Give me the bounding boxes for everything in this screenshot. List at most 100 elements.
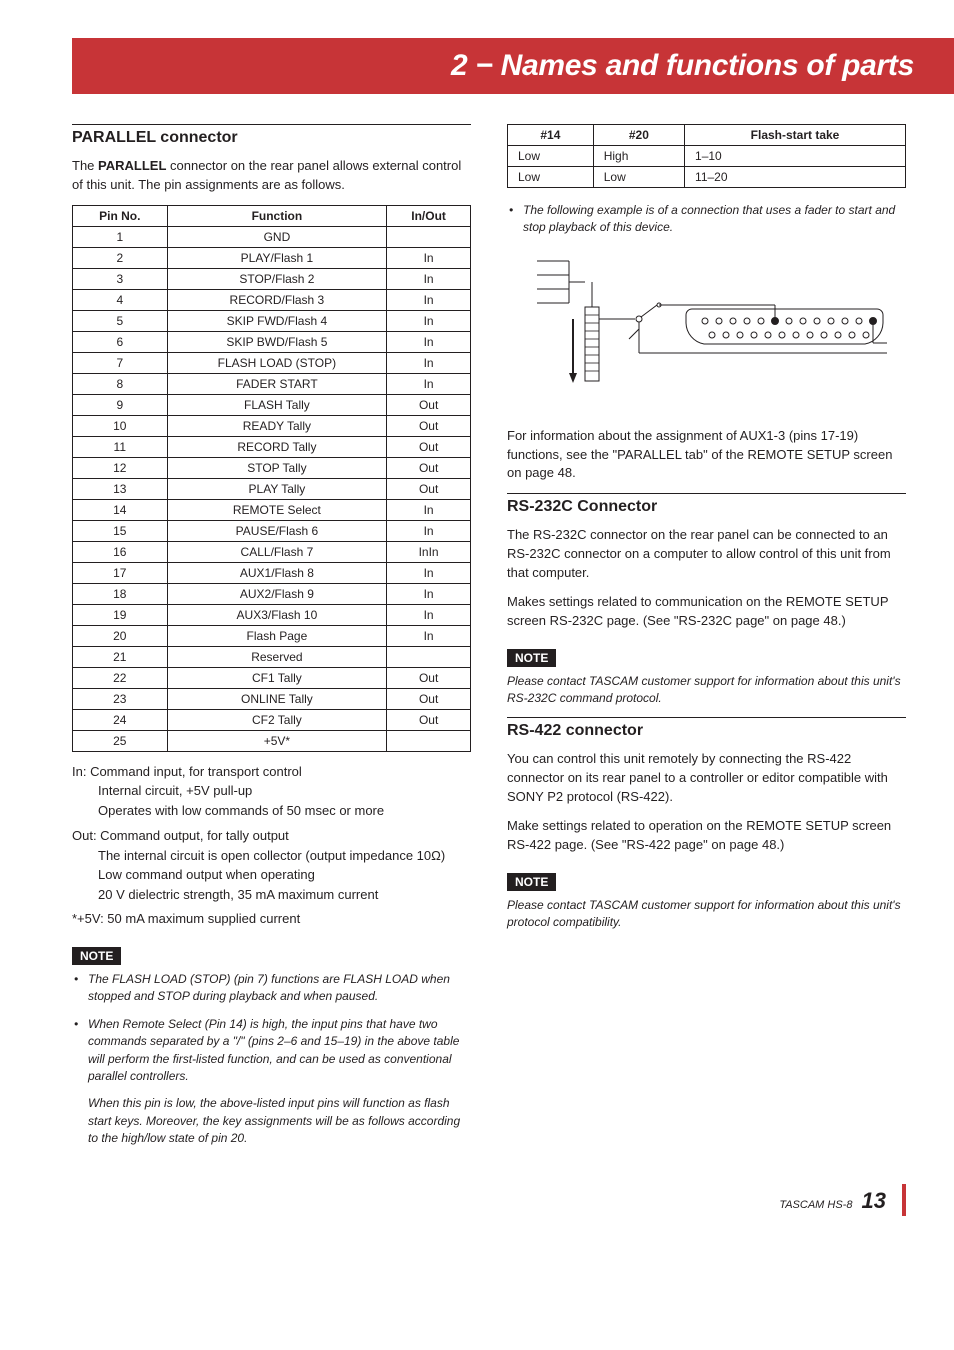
table-cell: 5 [73, 310, 168, 331]
table-cell: CF1 Tally [167, 667, 387, 688]
section-header: RS-232C Connector [507, 493, 906, 516]
table-row: 16CALL/Flash 7InIn [73, 541, 471, 562]
table-cell: In [387, 289, 471, 310]
def-in-line: Internal circuit, +5V pull-up [72, 781, 471, 801]
table-header-row: Pin No.FunctionIn/Out [73, 205, 471, 226]
paragraph: Make settings related to operation on th… [507, 817, 906, 855]
table-cell: In [387, 331, 471, 352]
page: 2 − Names and functions of parts PARALLE… [0, 38, 954, 1244]
table-cell: 24 [73, 709, 168, 730]
table-cell: 1 [73, 226, 168, 247]
def-star: *+5V: 50 mA maximum supplied current [72, 910, 471, 929]
table-cell: In [387, 520, 471, 541]
table-row: 25+5V* [73, 730, 471, 751]
table-cell: 14 [73, 499, 168, 520]
section-title: RS-422 connector [507, 722, 906, 740]
table-cell: 15 [73, 520, 168, 541]
table-cell: Out [387, 478, 471, 499]
definitions: In: Command input, for transport control… [72, 762, 471, 821]
table-cell: Out [387, 457, 471, 478]
table-cell: In [387, 310, 471, 331]
table-cell: FLASH Tally [167, 394, 387, 415]
table-cell: PLAY Tally [167, 478, 387, 499]
table-cell: Out [387, 709, 471, 730]
table-row: 6SKIP BWD/Flash 5In [73, 331, 471, 352]
left-column: PARALLEL connector The PARALLEL connecto… [72, 124, 471, 1158]
table-cell: Reserved [167, 646, 387, 667]
table-cell: In [387, 352, 471, 373]
def-out-line: The internal circuit is open collector (… [72, 846, 471, 866]
note-item: When Remote Select (Pin 14) is high, the… [72, 1016, 471, 1086]
table-header-cell: Flash-start take [685, 125, 906, 146]
table-row: 14REMOTE SelectIn [73, 499, 471, 520]
page-footer: TASCAM HS-8 13 [0, 1188, 954, 1214]
table-cell: AUX2/Flash 9 [167, 583, 387, 604]
paragraph: You can control this unit remotely by co… [507, 750, 906, 807]
table-cell: Flash Page [167, 625, 387, 646]
table-cell: 20 [73, 625, 168, 646]
table-cell: FLASH LOAD (STOP) [167, 352, 387, 373]
table-row: 19AUX3/Flash 10In [73, 604, 471, 625]
table-cell: 6 [73, 331, 168, 352]
table-cell: 10 [73, 415, 168, 436]
table-cell: Out [387, 415, 471, 436]
table-cell: In [387, 604, 471, 625]
table-cell: 9 [73, 394, 168, 415]
section-title: PARALLEL connector [72, 129, 471, 147]
table-cell: In [387, 373, 471, 394]
table-cell: In [387, 268, 471, 289]
table-row: 2PLAY/Flash 1In [73, 247, 471, 268]
note-label: NOTE [72, 947, 121, 965]
table-row: LowHigh1–10 [508, 146, 906, 167]
table-cell: REMOTE Select [167, 499, 387, 520]
table-cell: In [387, 562, 471, 583]
note-paragraph: Please contact TASCAM customer support f… [507, 673, 906, 708]
pin-table: Pin No.FunctionIn/Out 1GND2PLAY/Flash 1I… [72, 205, 471, 752]
table-cell: 23 [73, 688, 168, 709]
table-cell: 3 [73, 268, 168, 289]
section-header: RS-422 connector [507, 717, 906, 740]
fader-diagram [527, 249, 887, 399]
table-header-row: #14#20Flash-start take [508, 125, 906, 146]
table-cell: CALL/Flash 7 [167, 541, 387, 562]
table-cell: 18 [73, 583, 168, 604]
table-header-cell: #20 [593, 125, 684, 146]
table-cell: Out [387, 436, 471, 457]
section-title: RS-232C Connector [507, 498, 906, 516]
table-cell: 21 [73, 646, 168, 667]
def-out: Out: Command output, for tally output [72, 826, 471, 846]
intro-paragraph: The PARALLEL connector on the rear panel… [72, 157, 471, 195]
table-cell [387, 226, 471, 247]
note-label: NOTE [507, 649, 556, 667]
table-cell: Low [508, 167, 594, 188]
table-header-cell: #14 [508, 125, 594, 146]
table-row: 8FADER STARTIn [73, 373, 471, 394]
definitions: Out: Command output, for tally output Th… [72, 826, 471, 904]
paragraph: The RS-232C connector on the rear panel … [507, 526, 906, 583]
table-cell: +5V* [167, 730, 387, 751]
right-column: #14#20Flash-start take LowHigh1–10LowLow… [507, 124, 906, 1158]
table-row: LowLow11–20 [508, 167, 906, 188]
table-row: 11RECORD TallyOut [73, 436, 471, 457]
table-row: 4RECORD/Flash 3In [73, 289, 471, 310]
table-cell: In [387, 499, 471, 520]
table-cell [387, 646, 471, 667]
table-cell: RECORD Tally [167, 436, 387, 457]
table-cell: Low [593, 167, 684, 188]
table-cell: 12 [73, 457, 168, 478]
table-cell: Out [387, 667, 471, 688]
note-paragraph: Please contact TASCAM customer support f… [507, 897, 906, 932]
table-cell: In [387, 247, 471, 268]
table-cell: FADER START [167, 373, 387, 394]
table-row: 24CF2 TallyOut [73, 709, 471, 730]
table-cell: Out [387, 394, 471, 415]
table-cell: ONLINE Tally [167, 688, 387, 709]
table-cell: 22 [73, 667, 168, 688]
table-cell: AUX1/Flash 8 [167, 562, 387, 583]
table-cell: Low [508, 146, 594, 167]
bullet-list: The following example is of a connection… [507, 202, 906, 237]
table-row: 23ONLINE TallyOut [73, 688, 471, 709]
table-header-cell: Function [167, 205, 387, 226]
section-header: PARALLEL connector [72, 124, 471, 147]
table-cell: STOP Tally [167, 457, 387, 478]
